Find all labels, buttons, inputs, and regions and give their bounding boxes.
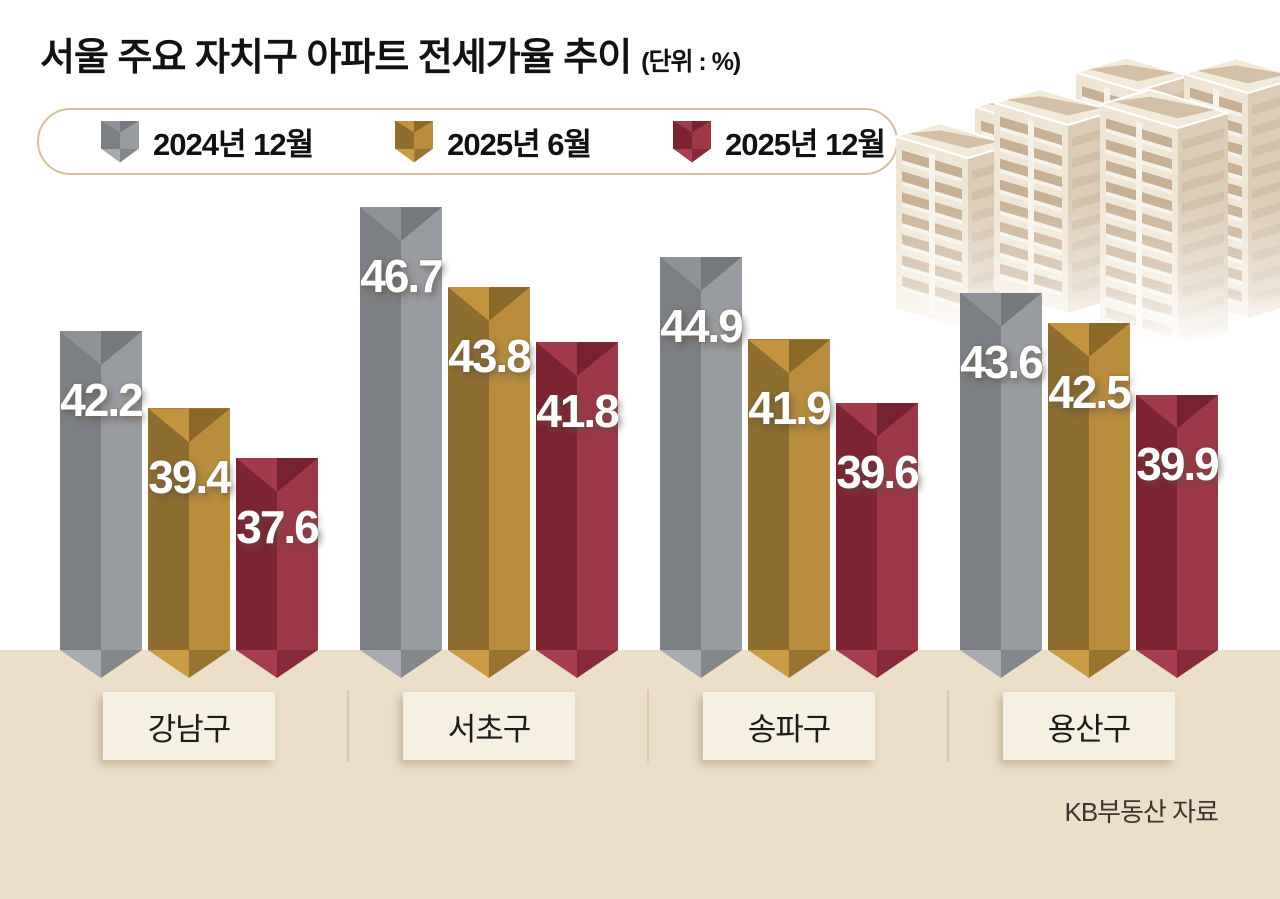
stake-face (536, 342, 618, 650)
stake-face (60, 331, 142, 650)
ground (0, 650, 1280, 899)
legend: 2024년 12월 2025년 6월 2025년 12월 (37, 108, 898, 175)
category-label-송파구: 송파구 (703, 692, 875, 760)
bar-용산구-2025년 12월: 39.9 (1136, 394, 1220, 678)
stake-face (448, 287, 530, 650)
bar-value-label: 42.2 (60, 374, 144, 427)
title-unit: (단위 : %) (641, 48, 741, 76)
stake-face (1048, 322, 1130, 650)
bar-강남구-2025년 6월: 39.4 (148, 408, 232, 678)
bar-강남구-2024년 12월: 42.2 (60, 331, 144, 678)
category-label-서초구: 서초구 (403, 692, 575, 760)
bar-강남구-2025년 12월: 37.6 (236, 458, 320, 678)
legend-swatch-icon (101, 120, 139, 163)
bar-서초구-2025년 6월: 43.8 (448, 287, 532, 678)
bar-value-label: 41.9 (748, 382, 832, 435)
group-divider (347, 690, 349, 762)
legend-item: 2025년 6월 (395, 119, 592, 164)
legend-swatch-icon (395, 120, 434, 163)
bar-서초구-2025년 12월: 41.8 (536, 342, 620, 678)
bar-송파구-2025년 12월: 39.6 (836, 402, 920, 678)
legend-label: 2024년 12월 (153, 127, 314, 162)
bar-value-label: 42.5 (1048, 365, 1132, 418)
bar-value-label: 37.6 (236, 501, 320, 554)
category-label-강남구: 강남구 (103, 692, 275, 760)
source-note: KB부동산 자료 (1064, 797, 1219, 827)
buildings-group (895, 56, 1280, 348)
bar-value-label: 46.7 (360, 250, 444, 303)
stake-face (148, 408, 230, 650)
legend-item: 2024년 12월 (101, 119, 314, 164)
group-divider (647, 690, 649, 762)
stake-face (1136, 394, 1218, 650)
title-text: 서울 주요 자치구 아파트 전세가율 추이 (40, 37, 632, 79)
bar-value-label: 43.8 (448, 330, 532, 383)
buildings-illustration (895, 56, 1280, 348)
bar-value-label: 39.4 (148, 451, 232, 504)
bar-value-label: 43.6 (960, 335, 1044, 388)
bar-value-label: 39.9 (1136, 437, 1220, 490)
stake-face (960, 292, 1042, 650)
bar-용산구-2025년 6월: 42.5 (1048, 322, 1132, 678)
stake-face (360, 207, 442, 650)
legend-label: 2025년 12월 (724, 127, 886, 162)
stake-face (836, 402, 918, 650)
group-divider (947, 690, 949, 762)
stake-face (748, 339, 830, 650)
bar-value-label: 39.6 (836, 445, 920, 498)
bar-value-label: 41.8 (536, 385, 620, 438)
category-label-용산구: 용산구 (1003, 692, 1175, 760)
bar-용산구-2024년 12월: 43.6 (960, 292, 1044, 678)
legend-item: 2025년 12월 (672, 119, 886, 164)
bar-서초구-2024년 12월: 46.7 (360, 207, 444, 678)
bar-송파구-2024년 12월: 44.9 (660, 256, 744, 678)
page-title: 서울 주요 자치구 아파트 전세가율 추이 (단위 : %) (40, 26, 741, 81)
legend-swatch-icon (672, 120, 711, 163)
bar-value-label: 44.9 (660, 299, 744, 352)
stake-face (660, 256, 742, 650)
bar-송파구-2025년 6월: 41.9 (748, 339, 832, 678)
legend-label: 2025년 6월 (447, 127, 592, 162)
